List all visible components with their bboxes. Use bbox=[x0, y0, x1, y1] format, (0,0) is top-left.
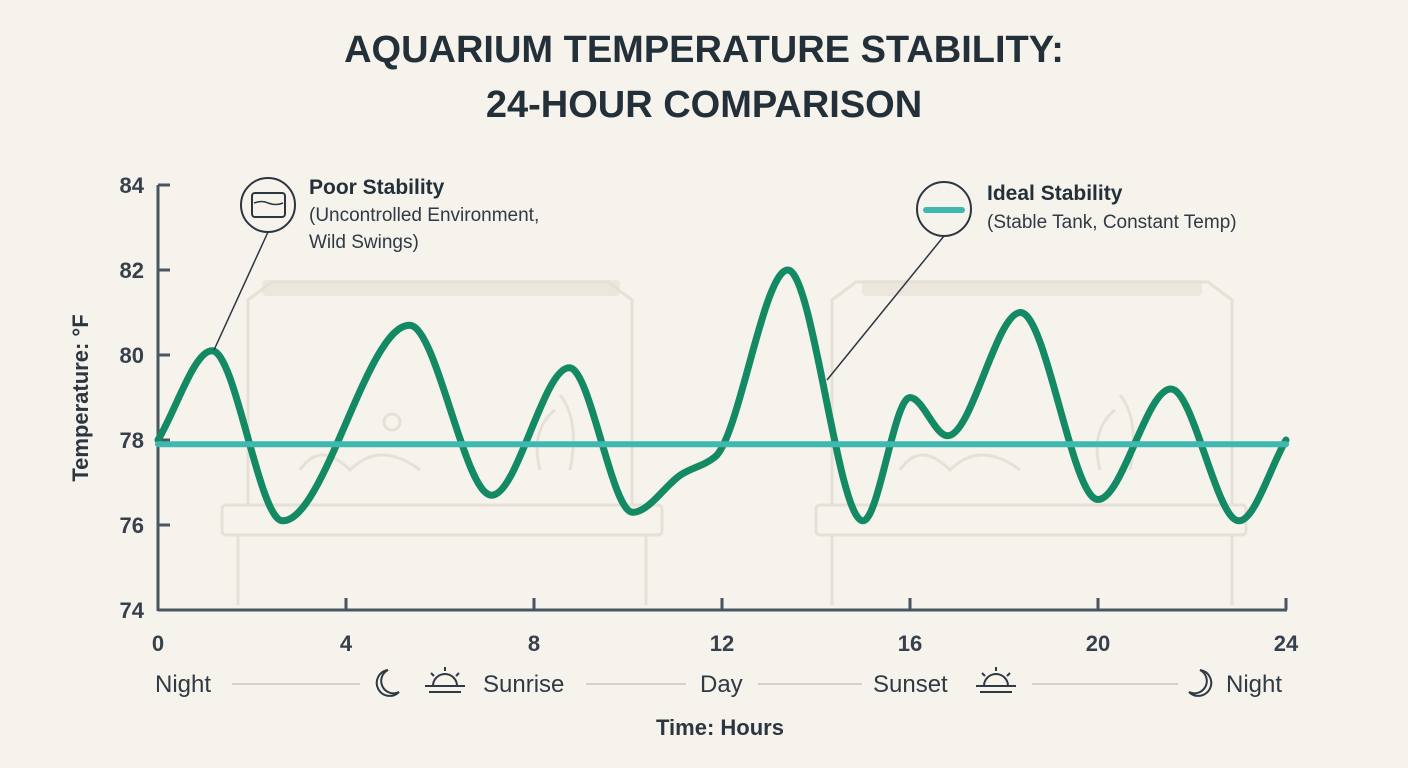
x-tick-labels: 0 4 8 12 16 20 24 bbox=[152, 631, 1299, 656]
x-axis-title: Time: Hours bbox=[656, 715, 784, 740]
aquarium-tank-icon-left bbox=[220, 280, 664, 605]
x-axis-ticks bbox=[344, 598, 1288, 610]
chart-title-line-2: 24-HOUR COMPARISON bbox=[486, 84, 922, 126]
legend-poor-badge bbox=[240, 177, 296, 233]
legend-poor-note-line-2: Wild Swings) bbox=[309, 232, 419, 253]
series-line-poor-stability bbox=[154, 266, 1290, 525]
legend-ideal-note: (Stable Tank, Constant Temp) bbox=[987, 212, 1237, 233]
period-label-night-start: Night bbox=[155, 671, 211, 698]
x-tick-label-0: 0 bbox=[152, 631, 164, 656]
x-tick-label-16: 16 bbox=[898, 631, 922, 656]
y-tick-label-76: 76 bbox=[120, 513, 144, 538]
moon-icon bbox=[1188, 669, 1213, 697]
period-label-sunrise: Sunrise bbox=[483, 671, 564, 698]
x-tick-label-24: 24 bbox=[1274, 631, 1299, 656]
legend-ideal-leader-line bbox=[826, 235, 945, 381]
legend-poor-stability: Poor Stability (Uncontrolled Environment… bbox=[213, 176, 545, 351]
chart-title-line-1: AQUARIUM TEMPERATURE STABILITY: bbox=[344, 29, 1064, 71]
legend-poor-title: Poor Stability bbox=[309, 176, 445, 199]
y-tick-label-78: 78 bbox=[120, 428, 144, 453]
sun-icon bbox=[425, 667, 465, 693]
x-tick-label-20: 20 bbox=[1086, 631, 1110, 656]
y-tick-label-80: 80 bbox=[120, 343, 144, 368]
moon-icon bbox=[375, 669, 400, 697]
legend-poor-note: (Uncontrolled Environment, Wild Swings) bbox=[309, 205, 545, 253]
y-tick-labels: 74 76 78 80 82 84 bbox=[120, 173, 145, 623]
tank-icon bbox=[251, 192, 286, 218]
period-label-sunset: Sunset bbox=[873, 671, 948, 698]
time-period-row: Night Sunrise Day Sunset Night bbox=[155, 667, 1282, 698]
x-tick-label-12: 12 bbox=[710, 631, 734, 656]
x-tick-label-8: 8 bbox=[528, 631, 540, 656]
legend-poor-leader-line bbox=[213, 231, 269, 351]
y-axis-ticks bbox=[158, 183, 170, 527]
y-tick-label-82: 82 bbox=[120, 258, 144, 283]
x-tick-label-4: 4 bbox=[340, 631, 353, 656]
sun-icon bbox=[976, 667, 1016, 693]
y-tick-label-74: 74 bbox=[120, 598, 145, 623]
legend-poor-note-line-1: (Uncontrolled Environment, bbox=[309, 205, 539, 226]
period-label-night-end: Night bbox=[1226, 671, 1282, 698]
y-axis-title: Temperature: °F bbox=[68, 314, 93, 481]
legend-ideal-stability: Ideal Stability (Stable Tank, Constant T… bbox=[826, 181, 1237, 381]
period-label-day: Day bbox=[700, 671, 743, 698]
legend-ideal-title: Ideal Stability bbox=[987, 182, 1123, 205]
y-tick-label-84: 84 bbox=[120, 173, 145, 198]
